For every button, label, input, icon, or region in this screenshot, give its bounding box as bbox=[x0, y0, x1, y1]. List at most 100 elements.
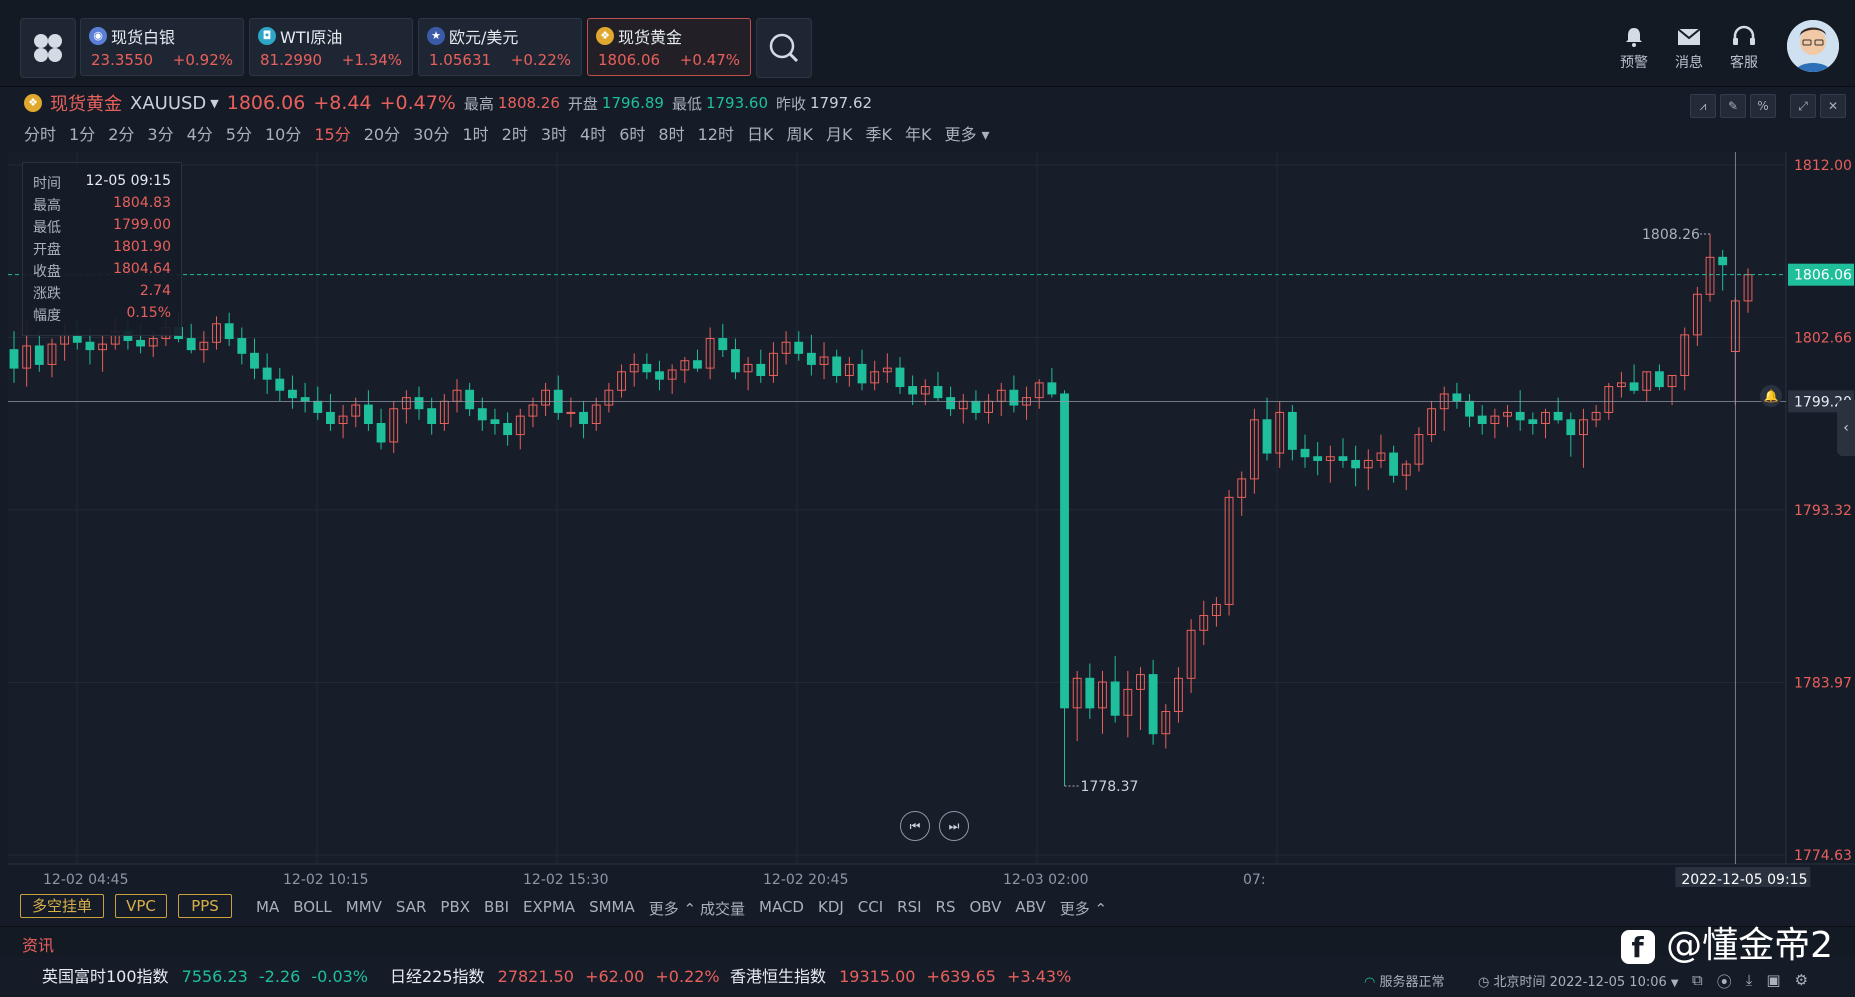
apps-menu-button[interactable] bbox=[20, 18, 76, 78]
candle-body bbox=[933, 386, 943, 399]
period-tab[interactable]: 30分 bbox=[413, 125, 450, 144]
candle-body bbox=[1363, 459, 1373, 469]
screenshot-icon[interactable]: ▣ bbox=[1766, 971, 1781, 989]
indicator-item[interactable]: OBV bbox=[969, 898, 1002, 916]
index-nikkei[interactable]: 日经225指数 27821.50 +62.00 +0.22% bbox=[390, 963, 720, 987]
period-tab[interactable]: 4分 bbox=[186, 125, 213, 144]
long-short-orders-button[interactable]: 多空挂单 bbox=[20, 894, 104, 918]
period-tab[interactable]: 1时 bbox=[462, 125, 489, 144]
next-bar-button[interactable]: ⏭ bbox=[939, 811, 969, 841]
period-tab[interactable]: 2时 bbox=[501, 125, 528, 144]
period-tab[interactable]: 月K bbox=[825, 125, 853, 144]
period-tab[interactable]: 6时 bbox=[619, 125, 646, 144]
period-tab[interactable]: 2分 bbox=[108, 125, 135, 144]
indicator-item[interactable]: 成交量 bbox=[700, 900, 746, 918]
tip-amp-label: 幅度 bbox=[33, 308, 61, 324]
candle-body bbox=[1199, 615, 1209, 631]
period-tab[interactable]: 5分 bbox=[225, 125, 252, 144]
messages-button[interactable]: 消息 bbox=[1665, 22, 1713, 78]
candle-body bbox=[1376, 452, 1386, 461]
indicator-item[interactable]: SAR bbox=[395, 898, 427, 916]
chevron-left-icon: ‹ bbox=[1843, 420, 1849, 436]
indicator-item[interactable]: 更多 ⌃ bbox=[1059, 900, 1108, 918]
candle-body bbox=[1667, 374, 1677, 388]
crosshair-time-label: 2022-12-05 09:15 bbox=[1681, 872, 1807, 887]
period-tab[interactable]: 4时 bbox=[580, 125, 607, 144]
ticker-gold[interactable]: ❖ 现货黄金 1806.06 +0.47% bbox=[587, 18, 751, 76]
y-tick-label: 1774.63 bbox=[1794, 848, 1852, 864]
search-button[interactable] bbox=[756, 18, 812, 78]
attachment-icon[interactable]: ⦿ bbox=[1716, 973, 1732, 991]
period-tab[interactable]: 15分 bbox=[314, 125, 351, 144]
settings-gear-icon[interactable]: ⚙ bbox=[1794, 971, 1809, 989]
news-label[interactable]: 资讯 bbox=[22, 936, 55, 955]
side-panel-toggle[interactable]: ‹ bbox=[1837, 400, 1855, 456]
window-icon[interactable]: ⧉ bbox=[1692, 971, 1703, 989]
wifi-icon: ◠ bbox=[1364, 975, 1376, 990]
period-tab[interactable]: 分时 bbox=[24, 125, 57, 144]
indicator-item[interactable]: SMMA bbox=[589, 898, 635, 916]
candle-body bbox=[1009, 389, 1019, 406]
period-tab[interactable]: 10分 bbox=[264, 125, 302, 144]
candle-body bbox=[427, 408, 437, 424]
indicator-item[interactable]: EXPMA bbox=[523, 898, 576, 916]
candlestick-chart[interactable]: 1812.00 1802.66 1793.32 1783.97 1774.63 12-02… bbox=[8, 152, 1855, 887]
period-tab[interactable]: 年K bbox=[904, 125, 932, 144]
avatar[interactable] bbox=[1787, 20, 1839, 72]
indicator-item[interactable]: BOLL bbox=[293, 898, 332, 916]
ticker-price: 23.3550 bbox=[91, 51, 154, 69]
symbol-code[interactable]: XAUUSD bbox=[130, 92, 207, 114]
y-tick-label: 1783.97 bbox=[1794, 676, 1852, 692]
headset-icon bbox=[1733, 25, 1755, 45]
period-tab[interactable]: 更多 ▾ bbox=[944, 125, 990, 144]
chart-type-button[interactable]: ⩘ bbox=[1690, 94, 1716, 118]
period-tab[interactable]: 8时 bbox=[658, 125, 685, 144]
ticker-eurusd[interactable]: ★ 欧元/美元 1.05631 +0.22% bbox=[418, 18, 582, 76]
indicator-item[interactable]: MMV bbox=[345, 898, 382, 916]
period-tab[interactable]: 日K bbox=[746, 125, 774, 144]
indicator-item[interactable]: KDJ bbox=[817, 898, 844, 916]
draw-tool-button[interactable]: ✎ bbox=[1720, 94, 1746, 118]
indicator-item[interactable]: BBI bbox=[484, 898, 510, 916]
candle-body bbox=[857, 363, 867, 384]
ticker-change: +0.47% bbox=[679, 51, 740, 69]
indicator-item[interactable]: CCI bbox=[857, 898, 884, 916]
index-hangseng[interactable]: 香港恒生指数 19315.00 +639.65 +3.43% bbox=[730, 963, 1071, 987]
candle-body bbox=[642, 363, 652, 373]
candle-body bbox=[1654, 371, 1664, 388]
open-value: 1796.89 bbox=[601, 94, 664, 112]
symbol-name[interactable]: 现货黄金 bbox=[50, 94, 122, 115]
index-ftse[interactable]: 英国富时100指数 7556.23 -2.26 -0.03% bbox=[42, 963, 368, 987]
candle-body bbox=[1401, 463, 1411, 476]
period-tab[interactable]: 3分 bbox=[147, 125, 174, 144]
indicator-item[interactable]: RS bbox=[935, 898, 956, 916]
ticker-silver[interactable]: ◉ 现货白银 23.3550 +0.92% bbox=[80, 18, 244, 76]
period-tab[interactable]: 20分 bbox=[363, 125, 401, 144]
close-chart-button[interactable]: ✕ bbox=[1820, 94, 1846, 118]
period-tab[interactable]: 周K bbox=[786, 125, 813, 144]
support-button[interactable]: 客服 bbox=[1720, 22, 1768, 78]
indicator-item[interactable]: RSI bbox=[897, 898, 922, 916]
vpc-button[interactable]: VPC bbox=[115, 894, 167, 918]
alert-button[interactable]: 预警 bbox=[1610, 22, 1658, 78]
period-tab[interactable]: 3时 bbox=[540, 125, 568, 144]
indicator-item[interactable]: 更多 ⌃ bbox=[648, 900, 697, 918]
ticker-wti[interactable]: ◘ WTI原油 81.2990 +1.34% bbox=[249, 18, 413, 76]
download-icon[interactable]: ⤓ bbox=[1745, 971, 1753, 989]
symbol-dropdown-icon[interactable]: ▼ bbox=[210, 96, 219, 110]
indicator-item[interactable]: MACD bbox=[759, 898, 804, 916]
news-bar[interactable]: 资讯 bbox=[0, 926, 1855, 958]
settings-tool-button[interactable]: % bbox=[1750, 94, 1776, 118]
indicator-item[interactable]: ABV bbox=[1015, 898, 1046, 916]
price-alert-button[interactable]: 🔔 bbox=[1760, 385, 1782, 407]
clock[interactable]: ◷ 北京时间 2022-12-05 10:06 ▼ bbox=[1478, 971, 1679, 990]
indicator-item[interactable]: PBX bbox=[440, 898, 471, 916]
period-tab[interactable]: 季K bbox=[865, 125, 892, 144]
main-indicator-list: MA BOLL MMV SAR PBX BBI EXPMA SMMA 更多 ⌃ bbox=[256, 898, 696, 919]
period-tab[interactable]: 1分 bbox=[69, 125, 96, 144]
expand-button[interactable]: ⤢ bbox=[1790, 94, 1816, 118]
indicator-item[interactable]: MA bbox=[256, 898, 280, 916]
pps-button[interactable]: PPS bbox=[178, 894, 232, 918]
period-tab[interactable]: 12时 bbox=[697, 125, 734, 144]
prev-bar-button[interactable]: ⏮ bbox=[900, 811, 930, 841]
